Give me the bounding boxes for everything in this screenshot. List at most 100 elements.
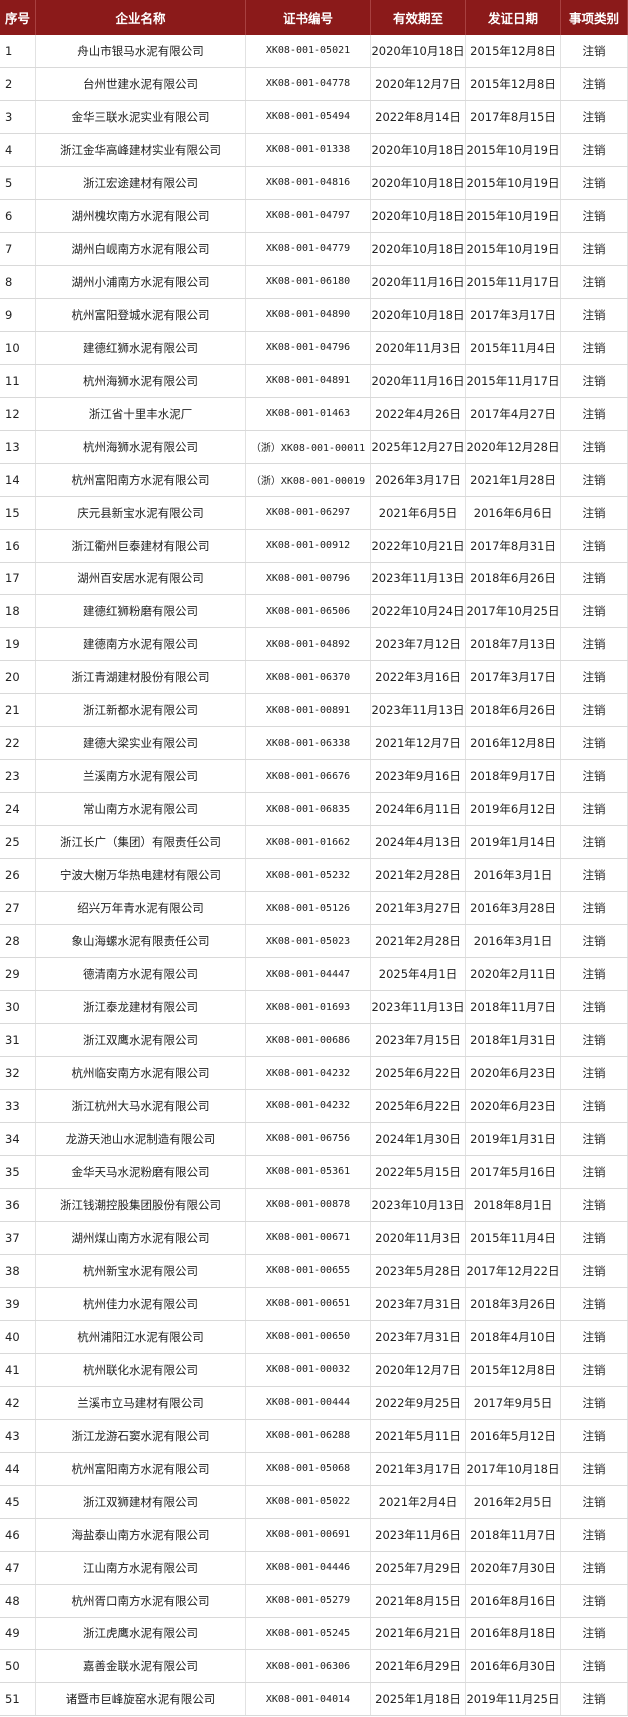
table-cell: 2023年7月31日 xyxy=(371,1320,466,1353)
table-cell: XK08-001-04891 xyxy=(246,364,371,397)
table-cell: XK08-001-01463 xyxy=(246,397,371,430)
table-cell: 注销 xyxy=(561,562,628,595)
table-cell: 建德红狮水泥有限公司 xyxy=(36,331,246,364)
table-row: 47 江山南方水泥有限公司 XK08-001-04446 2025年7月29日 2020… xyxy=(0,1551,628,1585)
table-row: 3 金华三联水泥实业有限公司 XK08-001-05494 2022年8月14日 201… xyxy=(0,100,628,134)
table-cell: 24 xyxy=(0,793,36,826)
table-cell: 2024年1月30日 xyxy=(371,1122,466,1155)
table-cell: 庆元县新宝水泥有限公司 xyxy=(36,496,246,529)
table-cell: 2016年6月30日 xyxy=(466,1650,561,1683)
table-row: 10 建德红狮水泥有限公司 XK08-001-04796 2020年11月3日 2015… xyxy=(0,331,628,365)
table-cell: 注销 xyxy=(561,1254,628,1287)
table-cell: 注销 xyxy=(561,463,628,496)
table-cell: 2023年11月13日 xyxy=(371,694,466,727)
table-cell: 注销 xyxy=(561,1452,628,1485)
table-cell: 2023年7月31日 xyxy=(371,1287,466,1320)
table-cell: 嘉善金联水泥有限公司 xyxy=(36,1650,246,1683)
table-row: 34 龙游天池山水泥制造有限公司 XK08-001-06756 2024年1月30日 2… xyxy=(0,1122,628,1156)
table-cell: 注销 xyxy=(561,760,628,793)
table-cell: 11 xyxy=(0,364,36,397)
table-cell: XK08-001-04797 xyxy=(246,199,371,232)
table-cell: XK08-001-06676 xyxy=(246,760,371,793)
table-cell: 注销 xyxy=(561,1320,628,1353)
table-cell: XK08-001-04816 xyxy=(246,166,371,199)
table-cell: 2016年2月5日 xyxy=(466,1485,561,1518)
table-cell: 2016年12月8日 xyxy=(466,727,561,760)
table-cell: XK08-001-00912 xyxy=(246,529,371,562)
table-cell: XK08-001-06288 xyxy=(246,1419,371,1452)
table-cell: 2025年12月27日 xyxy=(371,430,466,463)
table-cell: 注销 xyxy=(561,1221,628,1254)
table-row: 48 杭州胥口南方水泥有限公司 XK08-001-05279 2021年8月15日 20… xyxy=(0,1584,628,1618)
table-cell: 19 xyxy=(0,628,36,661)
table-cell: 2024年6月11日 xyxy=(371,793,466,826)
table-cell: 21 xyxy=(0,694,36,727)
table-cell: XK08-001-04890 xyxy=(246,298,371,331)
table-cell: 39 xyxy=(0,1287,36,1320)
table-cell: 5 xyxy=(0,166,36,199)
table-cell: 2015年10月19日 xyxy=(466,199,561,232)
table-cell: 29 xyxy=(0,958,36,991)
table-cell: 2021年6月29日 xyxy=(371,1650,466,1683)
table-cell: 注销 xyxy=(561,298,628,331)
table-row: 5 浙江宏途建材有限公司 XK08-001-04816 2020年10月18日 2015… xyxy=(0,166,628,200)
table-cell: XK08-001-04014 xyxy=(246,1683,371,1716)
table-row: 43 浙江龙游石窦水泥有限公司 XK08-001-06288 2021年5月11日 20… xyxy=(0,1419,628,1453)
table-cell: 浙江双狮建材有限公司 xyxy=(36,1485,246,1518)
table-cell: 海盐泰山南方水泥有限公司 xyxy=(36,1518,246,1551)
table-cell: 注销 xyxy=(561,1122,628,1155)
table-cell: 浙江钱潮控股集团股份有限公司 xyxy=(36,1188,246,1221)
table-cell: 2021年12月7日 xyxy=(371,727,466,760)
table-cell: 30 xyxy=(0,991,36,1024)
table-cell: 浙江宏途建材有限公司 xyxy=(36,166,246,199)
table-cell: 2018年11月7日 xyxy=(466,1518,561,1551)
table-cell: 注销 xyxy=(561,1485,628,1518)
table-cell: 建德红狮粉磨有限公司 xyxy=(36,595,246,628)
table-cell: 金华天马水泥粉磨有限公司 xyxy=(36,1155,246,1188)
table-cell: 2015年10月19日 xyxy=(466,166,561,199)
table-cell: 2021年3月17日 xyxy=(371,1452,466,1485)
table-cell: 注销 xyxy=(561,991,628,1024)
table-cell: 江山南方水泥有限公司 xyxy=(36,1551,246,1584)
table-cell: 注销 xyxy=(561,1518,628,1551)
table-cell: 注销 xyxy=(561,595,628,628)
table-row: 21 浙江新都水泥有限公司 XK08-001-00891 2023年11月13日 201… xyxy=(0,694,628,728)
table-cell: 注销 xyxy=(561,496,628,529)
table-cell: XK08-001-04447 xyxy=(246,958,371,991)
table-cell: 2015年11月17日 xyxy=(466,364,561,397)
table-cell: 注销 xyxy=(561,133,628,166)
table-cell: 宁波大榭万华热电建材有限公司 xyxy=(36,859,246,892)
table-cell: 40 xyxy=(0,1320,36,1353)
table-cell: XK08-001-06506 xyxy=(246,595,371,628)
table-cell: 注销 xyxy=(561,67,628,100)
table-cell: 2015年10月19日 xyxy=(466,232,561,265)
table-row: 26 宁波大榭万华热电建材有限公司 XK08-001-05232 2021年2月28日… xyxy=(0,859,628,893)
table-cell: 建德南方水泥有限公司 xyxy=(36,628,246,661)
table-cell: 2015年11月17日 xyxy=(466,265,561,298)
table-row: 15 庆元县新宝水泥有限公司 XK08-001-06297 2021年6月5日 2016… xyxy=(0,496,628,530)
table-cell: 杭州胥口南方水泥有限公司 xyxy=(36,1584,246,1617)
table-cell: 湖州白岘南方水泥有限公司 xyxy=(36,232,246,265)
table-cell: 2021年5月11日 xyxy=(371,1419,466,1452)
table-cell: 注销 xyxy=(561,331,628,364)
header-cell: 发证日期 xyxy=(466,0,561,35)
table-cell: 注销 xyxy=(561,364,628,397)
table-row: 20 浙江青湖建材股份有限公司 XK08-001-06370 2022年3月16日 20… xyxy=(0,661,628,695)
table-cell: 2025年7月29日 xyxy=(371,1551,466,1584)
table-cell: 浙江新都水泥有限公司 xyxy=(36,694,246,727)
table-cell: 17 xyxy=(0,562,36,595)
table-cell: XK08-001-06297 xyxy=(246,496,371,529)
table-cell: XK08-001-04892 xyxy=(246,628,371,661)
table-cell: 注销 xyxy=(561,727,628,760)
table-cell: XK08-001-05068 xyxy=(246,1452,371,1485)
table-cell: 2020年10月18日 xyxy=(371,35,466,67)
table-row: 49 浙江虎鹰水泥有限公司 XK08-001-05245 2021年6月21日 2016… xyxy=(0,1617,628,1651)
table-cell: 2017年3月17日 xyxy=(466,661,561,694)
table-cell: 2017年3月17日 xyxy=(466,298,561,331)
table-cell: 2023年7月12日 xyxy=(371,628,466,661)
table-cell: 6 xyxy=(0,199,36,232)
table-cell: XK08-001-05126 xyxy=(246,892,371,925)
table-cell: 2022年10月24日 xyxy=(371,595,466,628)
table-row: 16 浙江衢州巨泰建材有限公司 XK08-001-00912 2022年10月21日 2… xyxy=(0,529,628,563)
table-row: 17 湖州百安居水泥有限公司 XK08-001-00796 2023年11月13日 20… xyxy=(0,562,628,596)
